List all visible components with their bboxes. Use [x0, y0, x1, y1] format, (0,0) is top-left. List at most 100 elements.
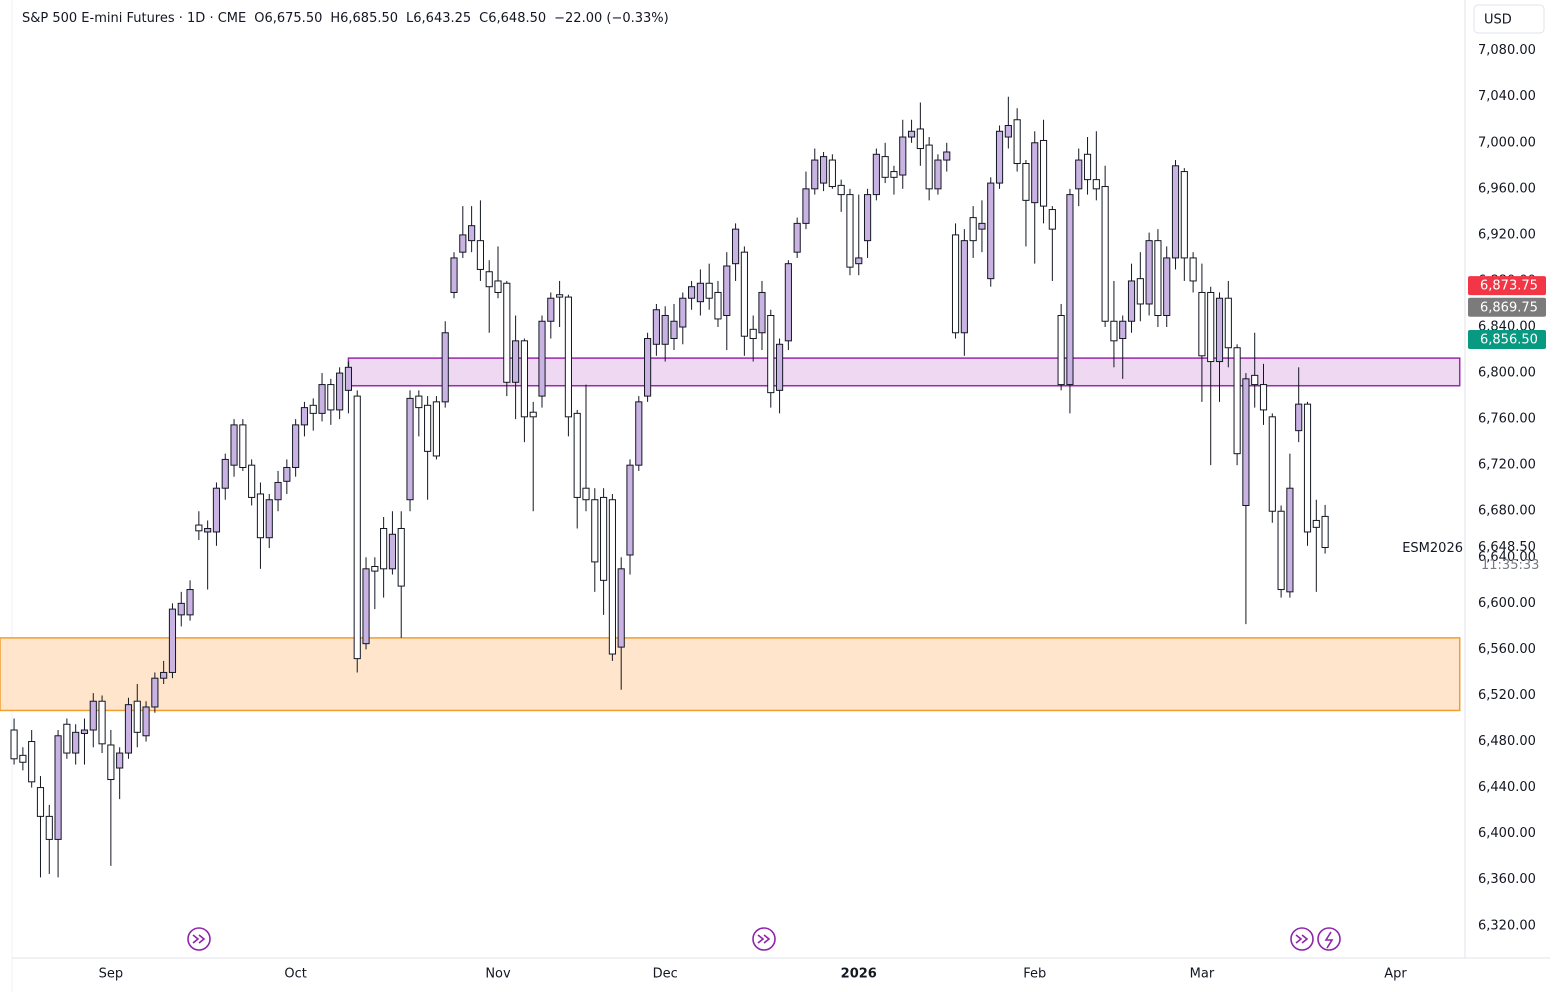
- candle-body: [1207, 291, 1215, 363]
- candle-body: [160, 671, 168, 679]
- candle-body: [468, 225, 476, 242]
- candle-body: [1022, 163, 1030, 201]
- candle-body: [652, 309, 660, 345]
- candle-body: [186, 589, 194, 616]
- candle-body: [494, 280, 502, 293]
- candle-body: [960, 240, 968, 334]
- candle-body: [1312, 519, 1320, 528]
- candle-body: [168, 608, 177, 673]
- candle-body: [714, 291, 722, 320]
- candle-body: [1154, 240, 1162, 316]
- candle-body: [1057, 314, 1065, 386]
- candle-body: [732, 228, 740, 265]
- candle-body: [635, 401, 643, 466]
- candle-body: [855, 257, 863, 265]
- currency-box[interactable]: [1473, 4, 1545, 34]
- candle-body: [459, 234, 467, 253]
- event-icon[interactable]: [187, 927, 211, 951]
- candle-body: [1171, 165, 1180, 259]
- candle-body: [1092, 179, 1100, 190]
- candle-body: [450, 257, 458, 293]
- header-item: L6,643.25: [406, 11, 471, 26]
- candle-body: [767, 314, 775, 394]
- candle-body: [661, 314, 669, 345]
- candle-body: [1286, 487, 1294, 593]
- candle-body: [626, 464, 634, 556]
- event-icon[interactable]: [752, 927, 776, 951]
- candle-body: [397, 528, 405, 587]
- candle-body: [1215, 297, 1224, 363]
- candle-body: [1039, 139, 1048, 207]
- candle-body: [899, 136, 907, 176]
- candle-body: [177, 602, 185, 616]
- price-tag-label: 6,856.50: [1480, 333, 1538, 348]
- candle-body: [142, 706, 150, 737]
- zone: [0, 637, 1461, 712]
- candle-body: [723, 265, 731, 316]
- candle-body: [916, 128, 924, 150]
- candle-body: [107, 744, 115, 781]
- candle-body: [749, 328, 757, 340]
- candle-body: [415, 395, 423, 409]
- y-tick-label: 6,520.00: [1478, 688, 1536, 703]
- candle-body: [300, 407, 309, 426]
- candle-body: [1119, 320, 1127, 340]
- price-tag: [1468, 297, 1546, 317]
- candle-body: [195, 524, 203, 532]
- candle-body: [573, 412, 581, 498]
- candle-body: [503, 282, 511, 383]
- candle-body: [995, 130, 1004, 184]
- candle-body: [863, 194, 872, 242]
- candle-body: [1242, 378, 1250, 506]
- y-tick-label: 6,800.00: [1478, 366, 1536, 381]
- price-tag: [1468, 276, 1546, 296]
- header-item: S&P 500 E-mini Futures · 1D · CME: [22, 11, 246, 26]
- currency[interactable]: USD: [1484, 13, 1512, 28]
- candle-body: [881, 156, 889, 178]
- candle-body: [512, 340, 520, 383]
- y-tick-label: 6,920.00: [1478, 227, 1536, 242]
- candle-body: [265, 499, 273, 539]
- candle-body: [248, 464, 256, 498]
- candle-body: [116, 752, 124, 769]
- candle-body: [591, 499, 599, 563]
- candle-body: [133, 700, 141, 733]
- candle-body: [828, 159, 836, 188]
- price-tag-label: 6,873.75: [1480, 279, 1538, 294]
- candle-body: [371, 566, 379, 572]
- candle-body: [124, 704, 133, 754]
- candle-body: [406, 397, 414, 501]
- candle-body: [230, 424, 238, 466]
- candle-body: [309, 404, 317, 414]
- candle-body: [969, 217, 977, 242]
- price-tag-label: 6,869.75: [1480, 300, 1538, 315]
- candle-body: [696, 282, 704, 303]
- candle-body: [1224, 297, 1232, 349]
- zone: [347, 357, 1461, 387]
- candle-body: [476, 240, 484, 270]
- candle-body: [1180, 171, 1188, 259]
- y-tick-label: 6,600.00: [1478, 596, 1536, 611]
- candle-body: [784, 263, 792, 342]
- candle-body: [1268, 416, 1276, 512]
- candle-body: [819, 156, 828, 184]
- candle-body: [811, 159, 819, 190]
- candle-body: [283, 466, 291, 482]
- candle-body: [353, 395, 361, 660]
- candle-body: [943, 151, 951, 161]
- candle-body: [1163, 257, 1171, 316]
- candle-body: [872, 153, 880, 196]
- candle-body: [1321, 515, 1329, 549]
- candle-body: [1136, 278, 1144, 305]
- event-icon[interactable]: [1290, 927, 1314, 951]
- price-tag: [1468, 330, 1546, 350]
- candle-body: [547, 297, 555, 322]
- candle-body: [1277, 510, 1285, 591]
- event-icon[interactable]: [1317, 927, 1341, 951]
- y-tick-label: 7,040.00: [1478, 89, 1536, 104]
- candle-body: [978, 222, 986, 230]
- y-tick-label: 6,960.00: [1478, 181, 1536, 196]
- x-tick-label: Dec: [653, 967, 678, 982]
